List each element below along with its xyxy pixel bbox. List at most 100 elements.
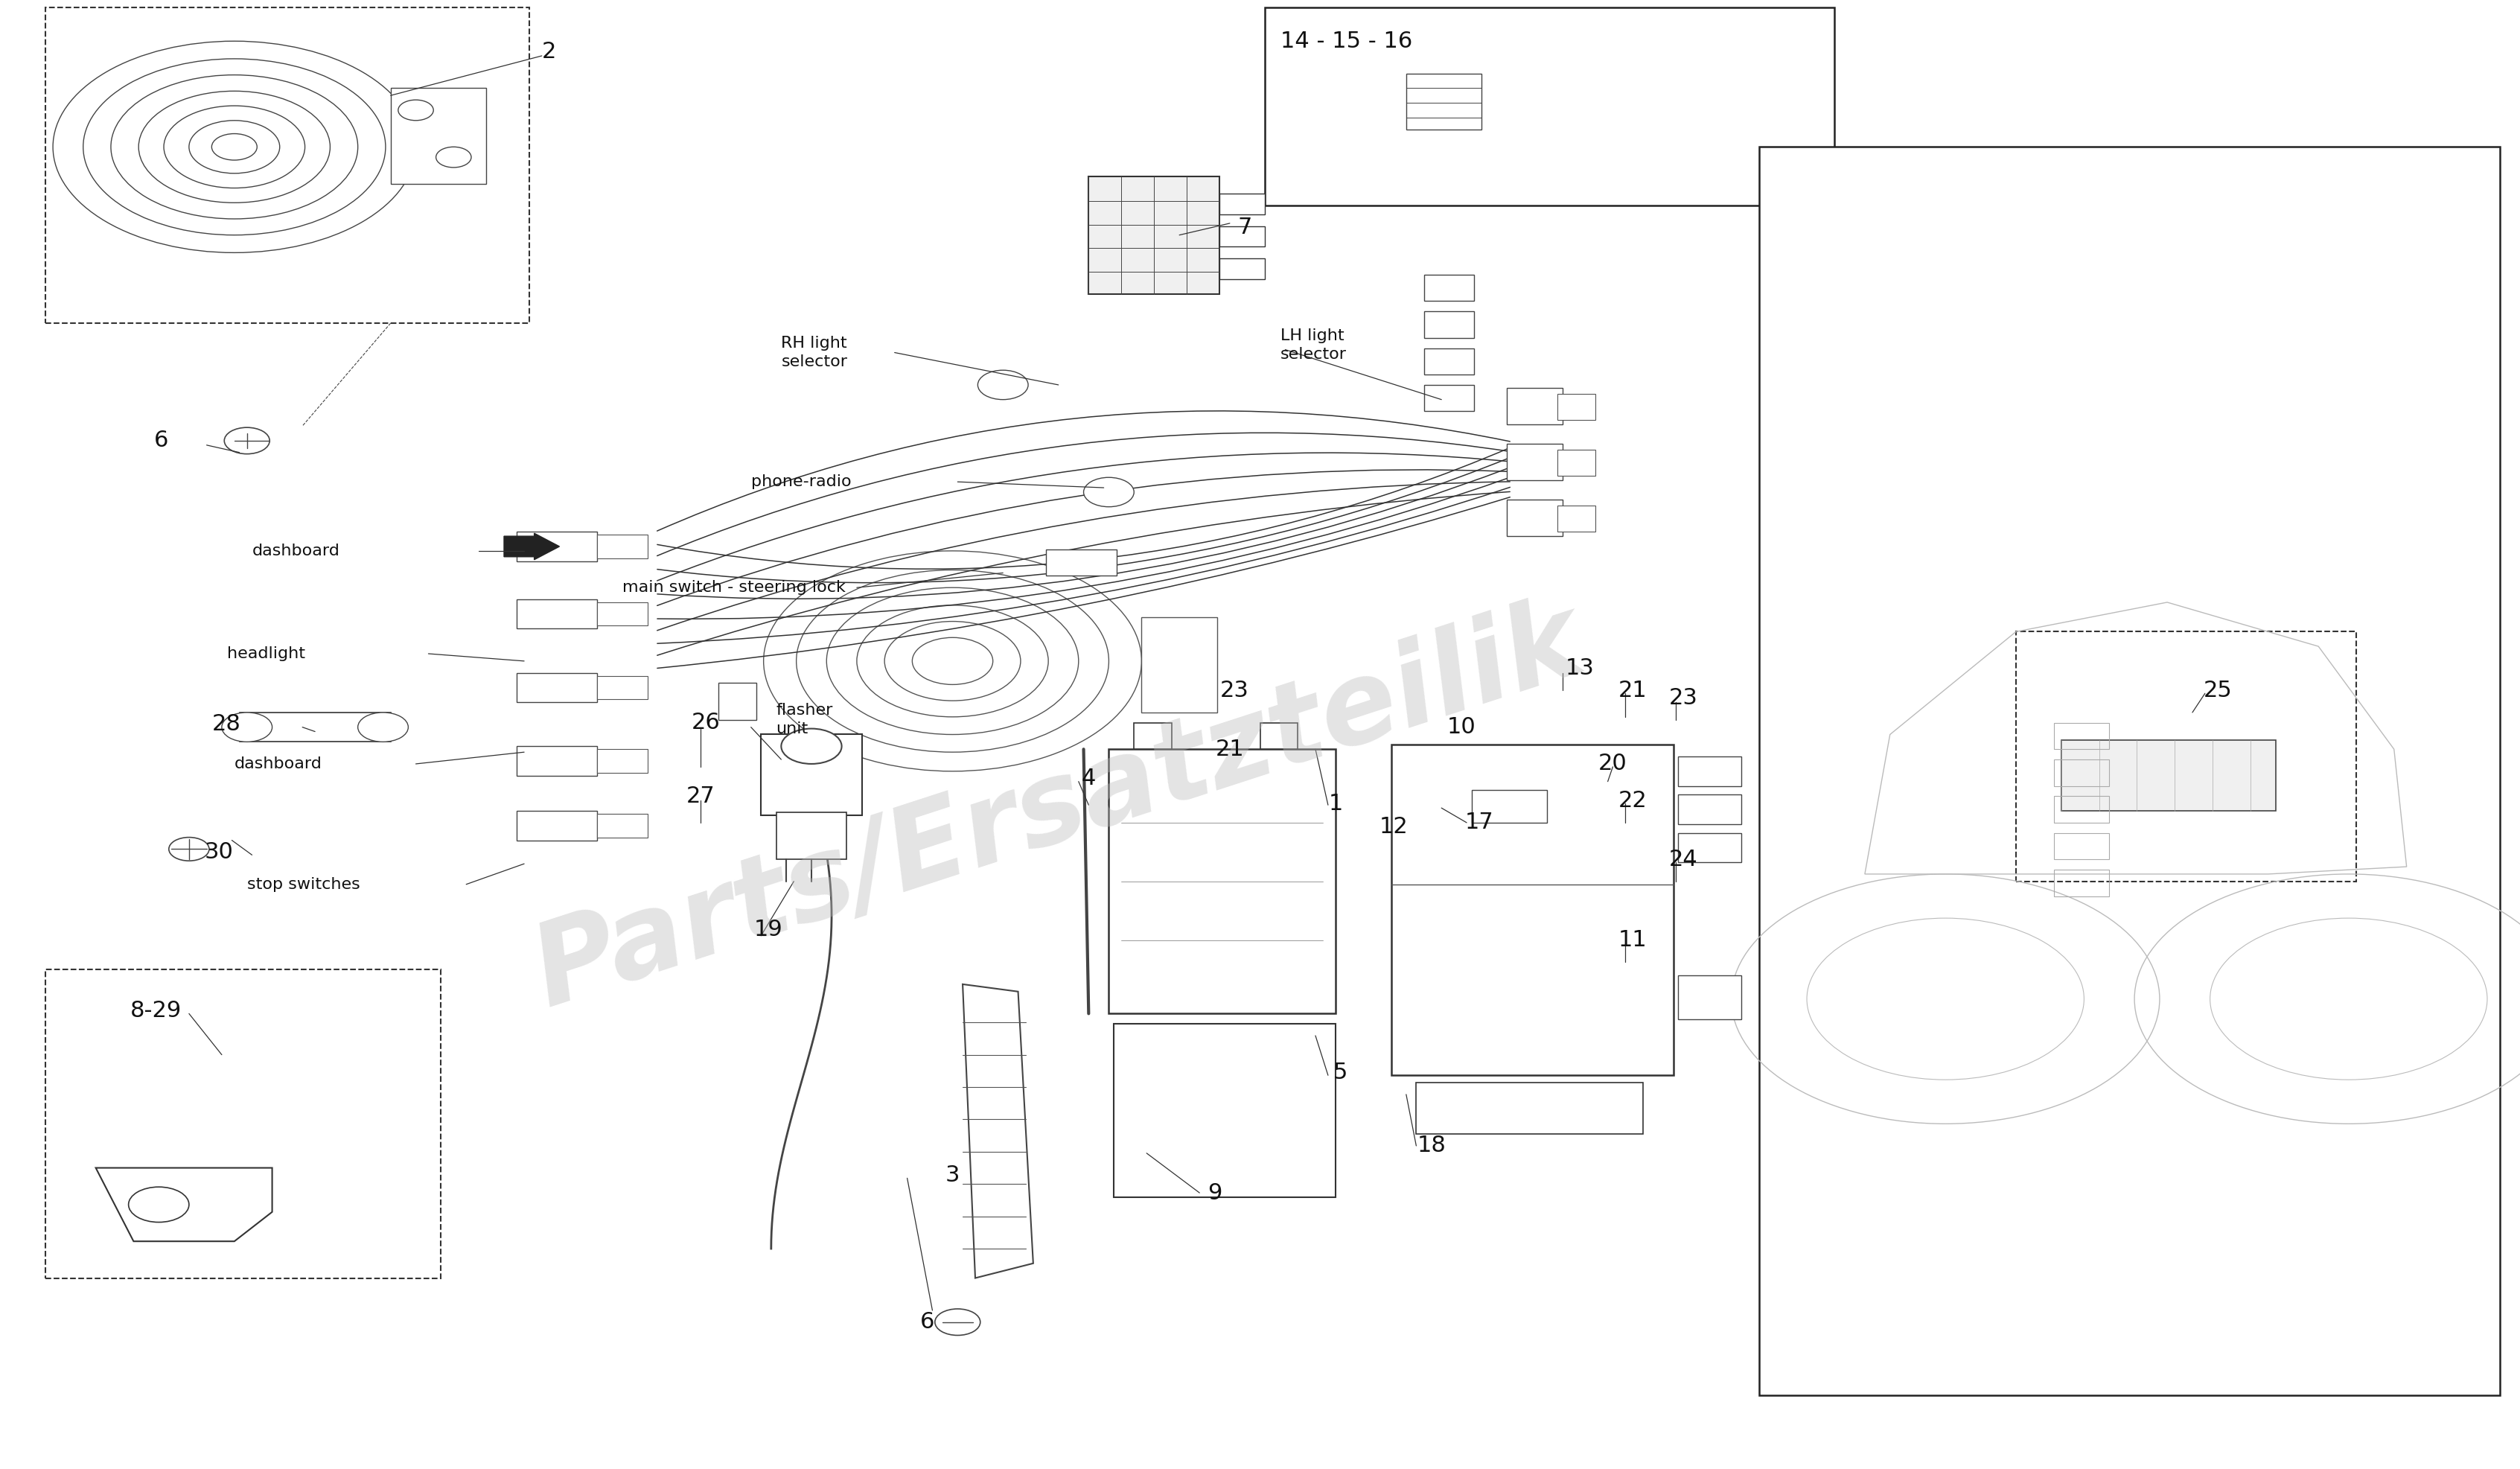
Polygon shape [96,1168,272,1241]
Bar [1678,757,1741,786]
Circle shape [358,712,408,742]
Bar [1114,1024,1336,1197]
Circle shape [169,837,209,861]
Bar [517,811,597,840]
Bar [239,712,391,742]
FancyArrow shape [504,533,559,560]
Text: 27: 27 [685,786,716,806]
Bar [597,535,648,558]
Bar [517,746,597,776]
Bar [2054,833,2109,859]
Bar [1265,7,1835,206]
Circle shape [935,1309,980,1335]
Text: 19: 19 [753,920,784,940]
Text: 17: 17 [1464,812,1494,833]
Text: RH light
selector: RH light selector [781,336,847,369]
Bar [45,7,529,323]
Bar [1678,795,1741,824]
Text: 24: 24 [1668,849,1698,870]
Bar [517,532,597,561]
Bar [1557,450,1595,476]
Text: main switch - steering lock: main switch - steering lock [622,580,847,595]
Bar [2016,632,2356,881]
Circle shape [222,712,272,742]
Text: 2: 2 [542,41,557,62]
Bar [1391,745,1673,1075]
Text: dashboard: dashboard [252,544,340,558]
Bar [1507,499,1562,536]
Text: 6: 6 [154,430,169,451]
Polygon shape [963,984,1033,1278]
Bar [1424,275,1474,301]
Text: 30: 30 [204,842,234,862]
Bar [1142,617,1217,712]
Text: 9: 9 [1207,1183,1222,1203]
Text: 25: 25 [2202,680,2233,701]
Bar [391,88,486,184]
Circle shape [1084,477,1134,507]
Text: 6: 6 [920,1312,935,1332]
Text: 28: 28 [212,714,242,734]
Text: 13: 13 [1565,658,1595,679]
Bar [1678,833,1741,862]
Text: 21: 21 [1618,680,1648,701]
Bar [1557,505,1595,532]
Text: 22: 22 [1618,790,1648,811]
Bar [1557,394,1595,420]
Bar [1046,549,1116,576]
Bar [1759,147,2500,1396]
Bar [597,676,648,699]
Bar [1424,385,1474,411]
Bar [1260,723,1298,749]
Bar [1220,259,1265,279]
Bar [2054,723,2109,749]
Bar [1089,176,1220,294]
Text: 4: 4 [1081,768,1096,789]
Text: 18: 18 [1416,1136,1446,1156]
Text: headlight: headlight [227,646,305,661]
Bar [718,683,756,720]
Text: 23: 23 [1220,680,1250,701]
Text: 11: 11 [1618,930,1648,950]
Bar [45,970,441,1278]
Bar [1507,444,1562,480]
Text: 23: 23 [1668,687,1698,708]
Text: 26: 26 [690,712,721,733]
Bar [1134,723,1172,749]
Circle shape [224,427,270,454]
Bar [2054,796,2109,823]
Text: 21: 21 [1215,739,1245,759]
Text: 7: 7 [1237,217,1252,238]
Text: dashboard: dashboard [234,757,323,771]
Bar [597,602,648,626]
Text: 14 - 15 - 16: 14 - 15 - 16 [1280,31,1411,51]
Text: 8-29: 8-29 [131,1000,181,1021]
Text: LH light
selector: LH light selector [1280,329,1346,361]
Text: phone-radio: phone-radio [751,474,852,489]
Text: stop switches: stop switches [247,877,360,892]
Circle shape [781,729,842,764]
Text: 5: 5 [1333,1062,1348,1083]
Bar [1424,348,1474,375]
Bar [2054,870,2109,896]
Bar [517,599,597,629]
Bar [1220,194,1265,214]
Text: Parts/Ersatzteilik: Parts/Ersatzteilik [519,586,1598,1030]
Bar [597,814,648,837]
Bar [2061,740,2276,811]
Bar [776,812,847,859]
Bar [761,734,862,815]
Bar [1472,790,1547,823]
Bar [1424,311,1474,338]
Bar [1109,749,1336,1014]
Bar [1220,226,1265,247]
Bar [597,749,648,773]
Bar [517,673,597,702]
Text: 1: 1 [1328,793,1343,814]
Bar [1416,1083,1643,1134]
Text: 3: 3 [945,1165,960,1185]
Bar [2054,759,2109,786]
Circle shape [978,370,1028,400]
Text: flasher
unit: flasher unit [776,704,834,736]
Bar [1678,975,1741,1019]
